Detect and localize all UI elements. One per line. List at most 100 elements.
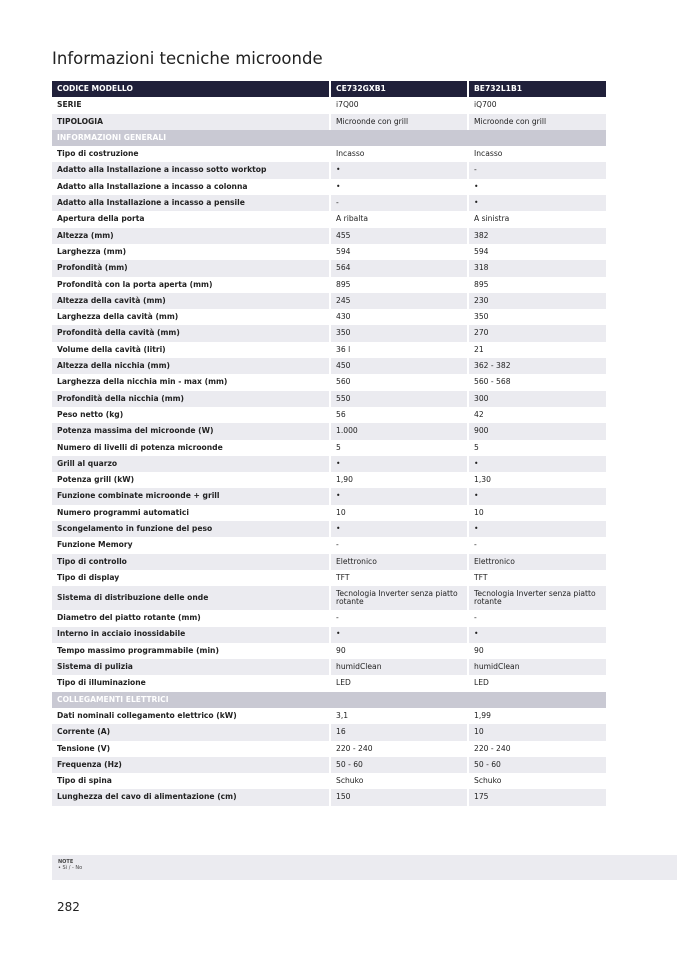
spec-value-model-1: A ribalta <box>329 211 468 228</box>
spec-value-model-1: TFT <box>329 569 468 587</box>
spec-label: Altezza della nicchia (mm) <box>52 358 330 375</box>
table-row: Profondità (mm) 564 318 <box>52 260 606 277</box>
spec-value-model-1: Elettronico <box>329 553 468 570</box>
spec-label: Altezza della cavità (mm) <box>52 292 330 310</box>
spec-value-model-2: Microonde con grill <box>467 113 606 130</box>
spec-value-model-1: i7Q00 <box>329 97 468 114</box>
table-row: Sistema di pulizia humidClean humidClean <box>52 659 606 676</box>
header-label: CODICE MODELLO <box>52 81 330 98</box>
spec-value-model-1: 220 - 240 <box>329 740 468 757</box>
note-title: NOTE <box>58 859 74 865</box>
spec-value-model-2: 560 - 568 <box>467 374 606 391</box>
table-row: Adatto alla Installazione a incasso a co… <box>52 178 606 196</box>
spec-value-model-1: 1.000 <box>329 423 468 440</box>
table-row: Numero di livelli di potenza microonde 5 5 <box>52 439 606 456</box>
spec-value-model-1: 455 <box>329 227 468 244</box>
spec-value-model-2: LED <box>467 675 606 692</box>
table-row: Funzione combinate microonde + grill • • <box>52 488 606 505</box>
table-row: Frequenza (Hz) 50 - 60 50 - 60 <box>52 756 606 774</box>
spec-value-model-1: LED <box>329 675 468 692</box>
table-row: Corrente (A) 16 10 <box>52 724 606 741</box>
note-box: NOTE • Sì / - No <box>52 855 677 880</box>
table-row: Altezza della cavità (mm) 245 230 <box>52 292 606 310</box>
spec-label: Lunghezza del cavo di alimentazione (cm) <box>52 789 330 806</box>
spec-value-model-1: 5 <box>329 439 468 456</box>
spec-value-model-2: 362 - 382 <box>467 358 606 375</box>
table-row: Peso netto (kg) 56 42 <box>52 406 606 424</box>
table-row: Tipo di display TFT TFT <box>52 569 606 587</box>
spec-label: Volume della cavità (litri) <box>52 341 330 359</box>
spec-label: Numero programmi automatici <box>52 504 330 522</box>
spec-value-model-2: 21 <box>467 341 606 359</box>
table-header: CODICE MODELLO CE732GXB1 BE732L1B1 <box>52 81 606 98</box>
spec-value-model-1: • <box>329 626 468 643</box>
spec-label: Frequenza (Hz) <box>52 756 330 774</box>
spec-value-model-2: - <box>467 610 606 627</box>
spec-label: Sistema di pulizia <box>52 659 330 676</box>
table-row: Adatto alla Installazione a incasso a pe… <box>52 195 606 212</box>
table-row: Profondità della cavità (mm) 350 270 <box>52 325 606 342</box>
spec-value-model-1: • <box>329 521 468 538</box>
table-row: Diametro del piatto rotante (mm) - - <box>52 610 606 627</box>
spec-value-model-2: 270 <box>467 325 606 342</box>
page-title: Informazioni tecniche microonde <box>52 49 323 68</box>
header-model-1: CE732GXB1 <box>329 81 468 98</box>
spec-value-model-1: 56 <box>329 406 468 424</box>
spec-value-model-1: 564 <box>329 260 468 277</box>
spec-value-model-2: 42 <box>467 406 606 424</box>
spec-value-model-1: • <box>329 488 468 505</box>
spec-value-model-2: 594 <box>467 243 606 261</box>
spec-label: TIPOLOGIA <box>52 113 330 130</box>
section-header: INFORMAZIONI GENERALI <box>52 129 606 147</box>
spec-value-model-2: - <box>467 162 606 179</box>
spec-label: Grill al quarzo <box>52 455 330 473</box>
spec-value-model-2: 90 <box>467 642 606 660</box>
page-number: 282 <box>57 900 80 914</box>
spec-value-model-1: Microonde con grill <box>329 113 468 130</box>
spec-label: Profondità della nicchia (mm) <box>52 390 330 407</box>
spec-value-model-2: Elettronico <box>467 553 606 570</box>
spec-value-model-2: 10 <box>467 504 606 522</box>
table-row: Apertura della porta A ribalta A sinistra <box>52 211 606 228</box>
spec-label: Dati nominali collegamento elettrico (kW… <box>52 707 330 725</box>
spec-value-model-2: 300 <box>467 390 606 407</box>
spec-value-model-2: 50 - 60 <box>467 756 606 774</box>
table-row: Adatto alla Installazione a incasso sott… <box>52 162 606 179</box>
spec-value-model-2: • <box>467 455 606 473</box>
spec-value-model-2: 1,99 <box>467 707 606 725</box>
spec-label: Adatto alla Installazione a incasso a co… <box>52 178 330 196</box>
table-row: Altezza (mm) 455 382 <box>52 227 606 244</box>
spec-value-model-2: 318 <box>467 260 606 277</box>
spec-label: Potenza grill (kW) <box>52 472 330 489</box>
spec-value-model-1: 50 - 60 <box>329 756 468 774</box>
spec-label: Tipo di display <box>52 569 330 587</box>
spec-label: Profondità con la porta aperta (mm) <box>52 276 330 293</box>
spec-label: Diametro del piatto rotante (mm) <box>52 610 330 627</box>
spec-value-model-1: Tecnologia Inverter senza piatto rotante <box>329 586 468 611</box>
spec-value-model-1: - <box>329 610 468 627</box>
section-label: COLLEGAMENTI ELETTRICI <box>52 691 606 708</box>
spec-value-model-2: humidClean <box>467 659 606 676</box>
spec-label: Larghezza (mm) <box>52 243 330 261</box>
spec-value-model-1: Schuko <box>329 773 468 790</box>
spec-label: Adatto alla Installazione a incasso a pe… <box>52 195 330 212</box>
spec-value-model-2: 895 <box>467 276 606 293</box>
spec-value-model-1: - <box>329 537 468 554</box>
spec-value-model-1: 560 <box>329 374 468 391</box>
spec-value-model-1: 450 <box>329 358 468 375</box>
spec-label: Corrente (A) <box>52 724 330 741</box>
table-row: Scongelamento in funzione del peso • • <box>52 521 606 538</box>
spec-value-model-1: - <box>329 195 468 212</box>
table-row: Profondità della nicchia (mm) 550 300 <box>52 390 606 407</box>
spec-value-model-2: A sinistra <box>467 211 606 228</box>
spec-value-model-2: Tecnologia Inverter senza piatto rotante <box>467 586 606 611</box>
table-row: Tipo di costruzione Incasso Incasso <box>52 146 606 163</box>
spec-value-model-2: 1,30 <box>467 472 606 489</box>
spec-value-model-2: 230 <box>467 292 606 310</box>
table-row: Tensione (V) 220 - 240 220 - 240 <box>52 740 606 757</box>
table-row: TIPOLOGIA Microonde con grill Microonde co… <box>52 113 606 130</box>
note-text: • Sì / - No <box>58 865 83 871</box>
spec-label: Larghezza della cavità (mm) <box>52 309 330 326</box>
table-row: Tipo di controllo Elettronico Elettronico <box>52 553 606 570</box>
spec-value-model-2: - <box>467 537 606 554</box>
